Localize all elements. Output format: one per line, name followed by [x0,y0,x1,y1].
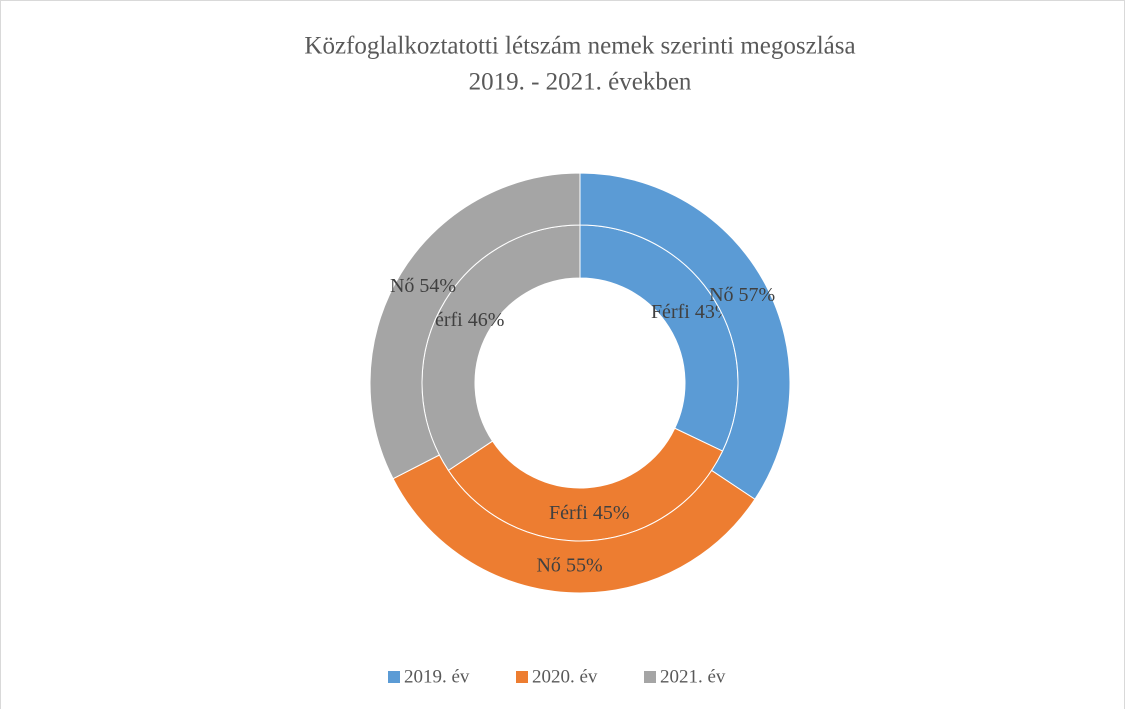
legend-swatch [644,671,656,683]
value-label: 57% [739,284,776,306]
data-label: Nő 54% [390,275,456,297]
doughnut-slice [392,454,756,594]
data-label: Férfi 45% [549,502,630,524]
value-label: 46% [468,308,505,330]
legend-label: 2019. év [404,666,470,687]
chart-subtitle: 2019. - 2021. években [469,69,692,96]
series-name: Nő [536,554,560,576]
value-label: 55% [566,554,603,576]
data-label: Nő 55% [536,554,602,576]
value-label: 54% [419,275,456,297]
doughnut-slice [579,172,791,500]
legend-label: 2021. év [660,666,726,687]
series-name: Nő [709,284,733,306]
series-name: Nő [390,275,414,297]
data-label: Nő 57% [709,284,775,306]
doughnut-slice [369,172,581,480]
chart-title: Közfoglalkoztatotti létszám nemek szerin… [304,33,855,60]
legend-label: 2020. év [532,666,598,687]
legend-swatch [516,671,528,683]
series-name: Férfi [549,502,588,524]
legend-swatch [388,671,400,683]
value-label: 45% [593,502,630,524]
series-name: Férfi [651,300,690,322]
